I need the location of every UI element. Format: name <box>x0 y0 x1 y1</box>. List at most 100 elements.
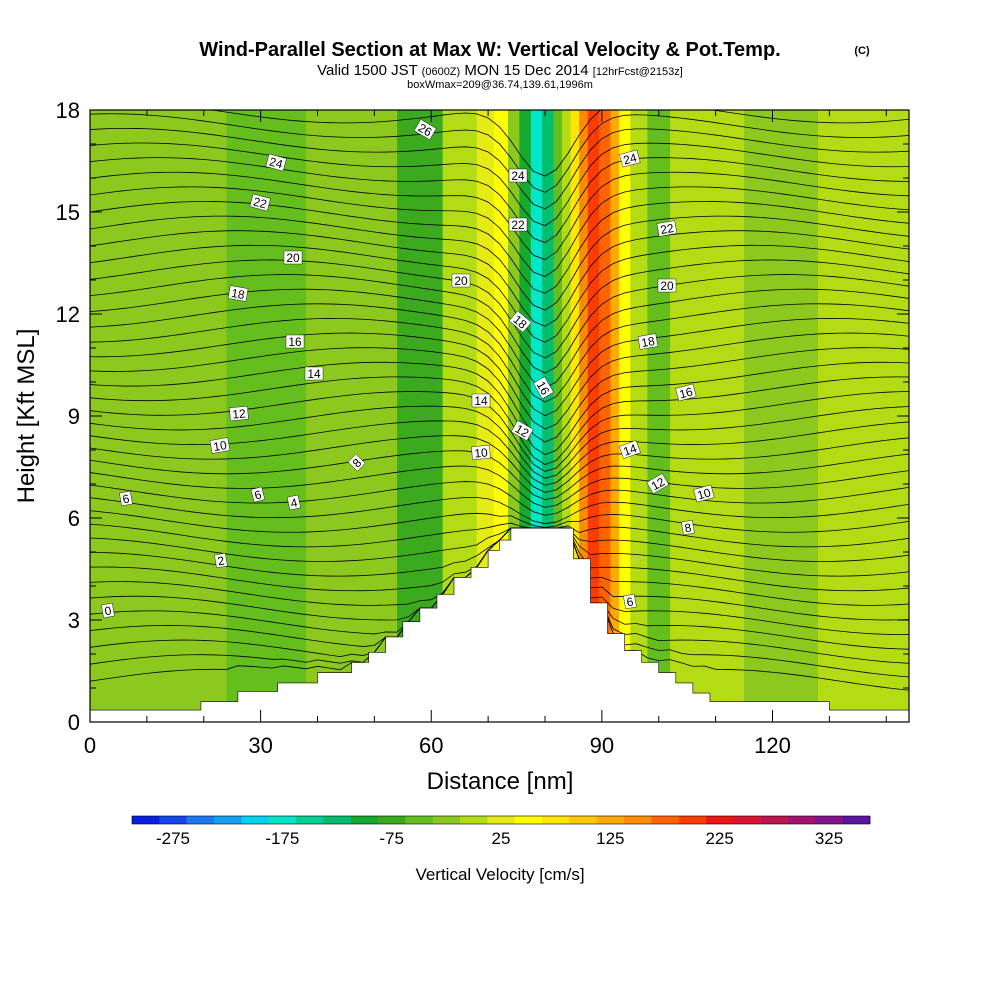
theta-contour <box>90 361 909 456</box>
theta-contour <box>90 288 909 389</box>
theta-contour <box>90 450 909 501</box>
theta-label-text: 10 <box>696 485 713 502</box>
y-tick-label: 12 <box>56 302 80 327</box>
x-tick-label: 0 <box>84 733 96 758</box>
y-tick-label: 9 <box>68 404 80 429</box>
colorbar-swatch <box>651 816 679 824</box>
theta-label: 8 <box>347 453 366 472</box>
theta-contour <box>90 522 909 548</box>
theta-label: 20 <box>657 278 677 293</box>
colorbar-swatch <box>159 816 187 824</box>
theta-label: 22 <box>249 193 271 212</box>
theta-label-text: 0 <box>103 603 112 618</box>
theta-label: 18 <box>227 285 249 302</box>
colorbar-swatch <box>323 816 351 824</box>
velocity-band <box>630 110 648 722</box>
x-axis: 0 30 60 90 120 <box>84 110 887 758</box>
theta-label-text: 22 <box>252 195 269 212</box>
theta-label-text: 20 <box>286 251 300 265</box>
colorbar-swatch <box>214 816 242 824</box>
theta-label-text: 24 <box>511 169 525 183</box>
colorbar-swatch <box>788 816 816 824</box>
theta-contour <box>90 510 909 533</box>
theta-label-text: 10 <box>212 438 228 454</box>
theta-label-text: 16 <box>678 384 695 401</box>
theta-label: 10 <box>209 437 231 454</box>
theta-label-text: 6 <box>625 594 634 609</box>
theta-label: 24 <box>265 153 287 172</box>
colorbar-frame <box>131 815 871 825</box>
y-tick-label: 0 <box>68 710 80 735</box>
colorbar-tick-label: -275 <box>156 829 190 848</box>
theta-label-text: 10 <box>474 445 489 460</box>
theta-contour <box>90 435 909 493</box>
colorbar-swatch <box>487 816 515 824</box>
theta-label: 6 <box>623 593 637 609</box>
velocity-band <box>90 110 227 722</box>
theta-label-text: 14 <box>621 441 639 459</box>
terrain-mask <box>90 527 909 722</box>
colorbar-swatch <box>842 816 871 824</box>
theta-label: 14 <box>304 366 324 381</box>
theta-label: 0 <box>101 602 115 618</box>
theta-label-text: 12 <box>513 422 532 441</box>
theta-label-text: 20 <box>454 274 468 288</box>
theta-contour <box>90 497 909 525</box>
theta-label: 18 <box>508 310 532 333</box>
velocity-band <box>618 110 631 722</box>
theta-label: 14 <box>618 440 641 459</box>
x-tick-label: 30 <box>248 733 272 758</box>
theta-contour <box>90 527 909 562</box>
theta-contour <box>90 405 909 479</box>
theta-label-text: 14 <box>307 367 321 381</box>
colorbar-swatch <box>132 816 160 824</box>
theta-contour <box>90 347 909 443</box>
colorbar-swatch <box>350 816 379 824</box>
colorbar-swatch <box>296 816 324 824</box>
colorbar-swatch <box>569 816 597 824</box>
y-axis: 0 3 6 9 12 15 18 <box>56 98 909 735</box>
theta-label: 14 <box>471 393 491 408</box>
theta-contour <box>90 481 909 516</box>
theta-label-text: 12 <box>232 406 247 421</box>
colorbar-swatch <box>596 816 625 824</box>
theta-label-text: 24 <box>268 155 285 172</box>
colorbar-swatch <box>460 816 488 824</box>
theta-contour <box>90 142 909 227</box>
theta-label: 20 <box>451 273 471 288</box>
theta-label: 16 <box>285 334 305 349</box>
colorbar-tick-label: 225 <box>705 829 733 848</box>
x-tick-label: 120 <box>754 733 791 758</box>
x-axis-label: Distance [nm] <box>427 768 574 795</box>
theta-label-text: 14 <box>474 394 488 408</box>
y-tick-label: 15 <box>56 200 80 225</box>
chart-title: Wind-Parallel Section at Max W: Vertical… <box>199 39 780 61</box>
colorbar-swatch <box>706 816 734 824</box>
velocity-band <box>519 110 532 722</box>
velocity-band <box>599 110 611 722</box>
theta-contour <box>90 259 909 359</box>
theta-label: 26 <box>413 119 437 140</box>
chart-subtitle: Valid 1500 JST (0600Z) MON 15 Dec 2014 [… <box>317 62 683 79</box>
theta-label: 4 <box>286 494 301 511</box>
colorbar-swatch <box>815 816 843 824</box>
theta-label-text: 2 <box>216 553 225 568</box>
subtitle-forecast: [12hrFcst@2153z] <box>593 66 683 78</box>
theta-contour <box>90 318 909 417</box>
theta-contour <box>90 303 909 403</box>
velocity-band <box>610 110 620 722</box>
theta-label-text: 4 <box>289 495 299 510</box>
theta-label: 12 <box>229 406 249 422</box>
y-tick-label: 18 <box>56 98 80 123</box>
theta-label: 2 <box>214 552 228 568</box>
velocity-band <box>744 110 819 722</box>
theta-label-text: 24 <box>622 150 639 167</box>
theta-contour <box>90 186 909 277</box>
colorbar-swatch <box>241 816 269 824</box>
theta-contour <box>90 127 909 210</box>
theta-label-text: 26 <box>416 121 435 140</box>
theta-label-text: 22 <box>511 218 525 232</box>
theta-label: 6 <box>119 490 133 506</box>
